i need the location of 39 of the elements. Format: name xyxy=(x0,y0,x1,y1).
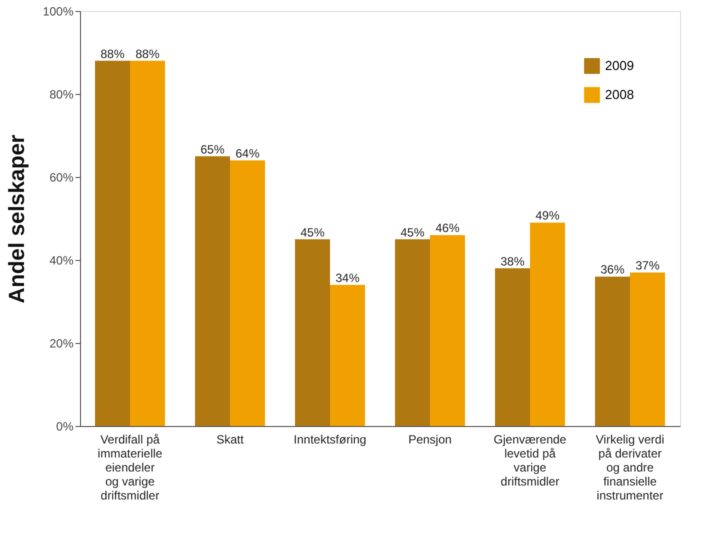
text: 45% xyxy=(400,225,425,240)
x-tick-label: Inntektsføring xyxy=(294,432,366,446)
text: 65% xyxy=(200,142,225,156)
legend-label: 2009 xyxy=(605,58,634,73)
bar xyxy=(195,156,230,426)
y-tick-label: 60% xyxy=(49,170,74,184)
y-tick-label: 0% xyxy=(56,420,74,434)
bar xyxy=(495,268,530,426)
text: 88% xyxy=(100,46,125,61)
text: 38% xyxy=(500,254,525,268)
x-tick-label: Gjenværende levetid på varige driftsmidler xyxy=(494,432,567,488)
y-tick-label: 80% xyxy=(49,88,74,102)
text: 45% xyxy=(300,225,325,240)
bar xyxy=(95,60,130,426)
text: 34% xyxy=(335,270,360,285)
bar xyxy=(230,160,265,426)
x-tick-label: Virkelig verdi på derivater og andre finansielle instrumenter xyxy=(596,432,664,502)
x-tick-label: Pensjon xyxy=(408,432,452,446)
x-tick-label: Skatt xyxy=(216,432,244,446)
bar xyxy=(330,284,365,426)
text: 88% xyxy=(135,46,160,61)
y-tick-label: 100% xyxy=(42,4,74,18)
bar xyxy=(395,239,430,426)
y-axis-title: Andel selskaper xyxy=(4,134,29,304)
legend-label: 2008 xyxy=(605,87,634,102)
text: 64% xyxy=(235,146,260,160)
text: 36% xyxy=(600,262,625,277)
bar xyxy=(430,235,465,426)
y-tick-label: 20% xyxy=(49,336,74,350)
text: 46% xyxy=(435,221,460,236)
text: 37% xyxy=(635,258,660,272)
bar xyxy=(130,60,165,426)
bar xyxy=(530,222,565,426)
bar xyxy=(595,276,630,426)
text: 49% xyxy=(535,208,560,223)
y-tick-label: 40% xyxy=(49,254,74,268)
bar xyxy=(630,272,665,426)
x-tick-label: Verdifall på immaterielle eiendeler og varige driftsmidler xyxy=(98,432,163,502)
bar xyxy=(295,239,330,426)
